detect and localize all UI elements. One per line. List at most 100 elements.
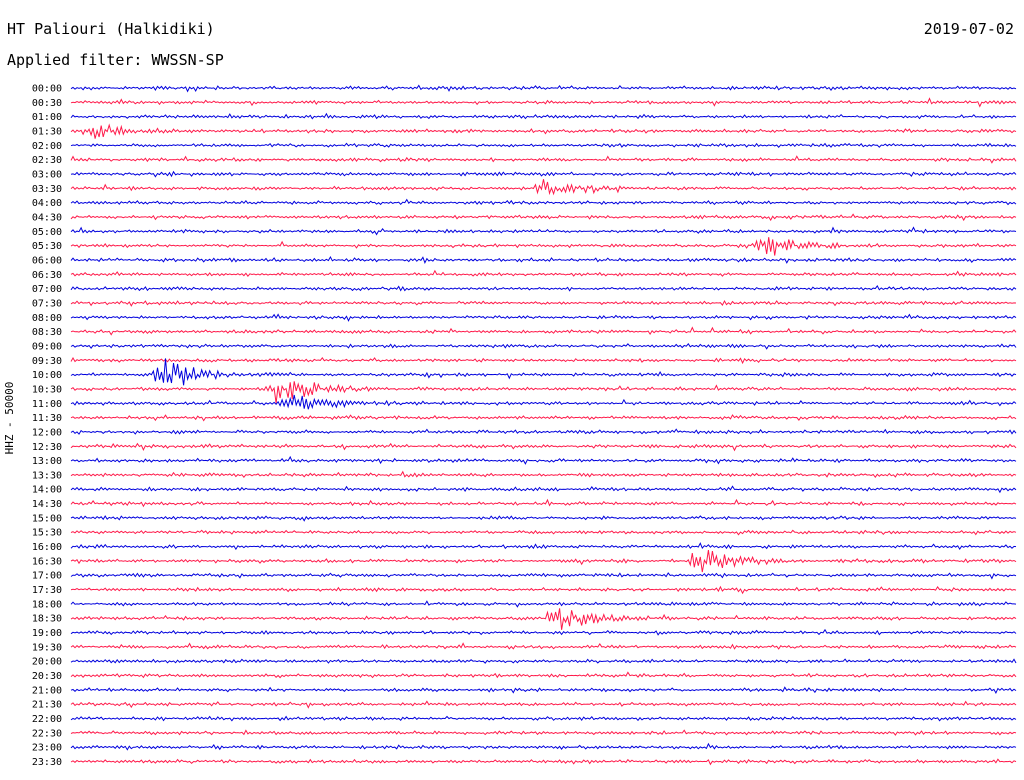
trace-row — [70, 608, 1017, 630]
trace-row — [70, 742, 1017, 751]
filter-label: Applied filter: WWSSN-SP — [7, 51, 224, 69]
row-time-label: 21:00 — [32, 685, 62, 696]
row-time-label: 22:30 — [32, 728, 62, 739]
row-time-label: 17:30 — [32, 585, 62, 596]
trace-row — [70, 671, 1017, 679]
row-time-label: 08:00 — [32, 313, 62, 324]
trace-row — [70, 758, 1017, 766]
row-time-label: 02:30 — [32, 155, 62, 166]
row-time-label: 21:30 — [32, 700, 62, 711]
row-time-label: 07:30 — [32, 298, 62, 309]
trace-row — [70, 326, 1017, 336]
row-time-label: 12:00 — [32, 427, 62, 438]
trace-row — [70, 198, 1017, 206]
trace-row — [70, 342, 1017, 350]
trace-row — [70, 686, 1017, 694]
row-time-label: 20:30 — [32, 671, 62, 682]
trace-row — [70, 470, 1017, 479]
trace-row — [70, 255, 1017, 264]
trace-row — [70, 170, 1017, 178]
row-time-label: 10:00 — [32, 370, 62, 381]
trace-row — [70, 642, 1017, 650]
row-time-label: 18:00 — [32, 599, 62, 610]
row-time-label: 14:00 — [32, 485, 62, 496]
row-time-label: 04:30 — [32, 212, 62, 223]
trace-row — [70, 142, 1017, 148]
trace-row — [70, 226, 1017, 236]
trace-row — [70, 358, 1017, 386]
trace-row — [70, 414, 1017, 422]
row-time-label: 09:00 — [32, 341, 62, 352]
trace-row — [70, 179, 1017, 196]
row-time-label: 19:30 — [32, 642, 62, 653]
trace-row — [70, 585, 1017, 595]
row-time-label: 07:00 — [32, 284, 62, 295]
row-time-label: 16:00 — [32, 542, 62, 553]
row-time-label: 16:30 — [32, 556, 62, 567]
row-time-label: 23:30 — [32, 757, 62, 768]
trace-row — [70, 515, 1017, 522]
row-time-label: 02:00 — [32, 141, 62, 152]
trace-row — [70, 529, 1017, 536]
row-time-label: 19:00 — [32, 628, 62, 639]
row-time-label: 13:00 — [32, 456, 62, 467]
row-time-label: 15:00 — [32, 513, 62, 524]
trace-row — [70, 729, 1017, 736]
row-time-label: 01:30 — [32, 126, 62, 137]
trace-row — [70, 658, 1017, 664]
trace-row — [70, 394, 1017, 410]
row-time-label: 08:30 — [32, 327, 62, 338]
trace-row — [70, 628, 1017, 636]
trace-row — [70, 97, 1017, 108]
trace-row — [70, 550, 1017, 573]
row-time-label: 17:00 — [32, 571, 62, 582]
trace-row — [70, 299, 1017, 307]
row-time-label: 13:30 — [32, 470, 62, 481]
row-time-label: 00:00 — [32, 84, 62, 95]
row-time-label: 06:30 — [32, 270, 62, 281]
trace-row — [70, 572, 1017, 580]
trace-row — [70, 269, 1017, 278]
trace-row — [70, 428, 1017, 435]
row-time-label: 03:00 — [32, 169, 62, 180]
row-time-label: 20:00 — [32, 657, 62, 668]
row-time-label: 11:30 — [32, 413, 62, 424]
row-time-label: 06:00 — [32, 255, 62, 266]
row-time-label: 18:30 — [32, 614, 62, 625]
row-time-label: 23:00 — [32, 743, 62, 754]
trace-row — [70, 715, 1017, 722]
trace-row — [70, 213, 1017, 222]
row-time-label: 22:00 — [32, 714, 62, 725]
row-time-label: 15:30 — [32, 528, 62, 539]
date-label: 2019-07-02 — [923, 20, 1014, 38]
trace-row — [70, 600, 1017, 608]
row-time-label: 00:30 — [32, 98, 62, 109]
row-time-label: 09:30 — [32, 356, 62, 367]
trace-row — [70, 284, 1017, 292]
row-time-label: 01:00 — [32, 112, 62, 123]
row-time-label: 12:30 — [32, 442, 62, 453]
trace-row — [70, 700, 1017, 709]
trace-row — [70, 313, 1017, 322]
row-time-label: 14:30 — [32, 499, 62, 510]
trace-row — [70, 498, 1017, 508]
trace-row — [70, 123, 1017, 139]
trace-row — [70, 381, 1017, 404]
row-time-label: 03:30 — [32, 184, 62, 195]
trace-row — [70, 442, 1017, 452]
trace-row — [70, 112, 1017, 120]
row-time-label: 04:00 — [32, 198, 62, 209]
station-title: HT Paliouri (Halkidiki) — [7, 20, 215, 38]
trace-row — [70, 485, 1017, 494]
trace-row — [70, 455, 1017, 465]
trace-row — [70, 237, 1017, 256]
row-time-label: 11:00 — [32, 399, 62, 410]
row-time-label: 05:00 — [32, 227, 62, 238]
trace-row — [70, 542, 1017, 551]
row-time-label: 10:30 — [32, 384, 62, 395]
trace-row — [70, 84, 1017, 93]
trace-row — [70, 356, 1017, 365]
row-time-label: 05:30 — [32, 241, 62, 252]
trace-row — [70, 155, 1017, 164]
